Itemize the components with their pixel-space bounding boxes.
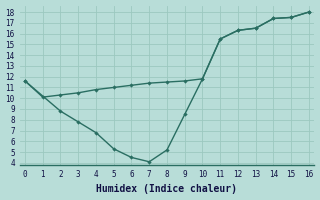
X-axis label: Humidex (Indice chaleur): Humidex (Indice chaleur) <box>97 184 237 194</box>
